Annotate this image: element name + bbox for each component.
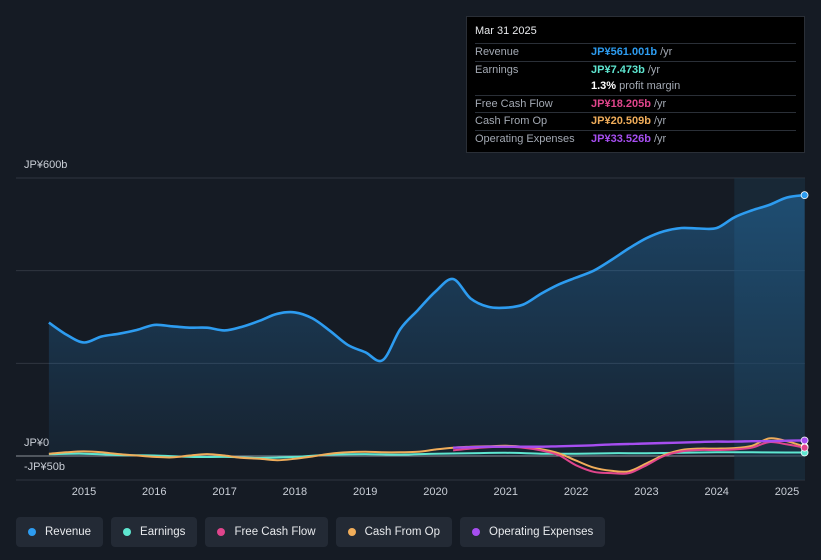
legend-label: Operating Expenses — [489, 526, 594, 538]
legend-dot-icon — [347, 528, 356, 536]
legend-label: Revenue — [45, 526, 92, 538]
tooltip-row-unit: /yr — [653, 132, 667, 145]
tooltip-row-value: JP¥18.205b — [591, 97, 651, 110]
tooltip-row: Free Cash Flow JP¥18.205b/yr — [475, 94, 796, 113]
x-tick-label: 2021 — [494, 486, 518, 498]
x-tick-label: 2024 — [704, 486, 728, 498]
tooltip-row-unit: profit margin — [619, 80, 681, 93]
series-lines — [48, 191, 809, 475]
legend-dot-icon — [28, 528, 36, 536]
legend-item-operating-expenses[interactable]: Operating Expenses — [460, 517, 606, 547]
legend-item-cash-from-op[interactable]: Cash From Op — [335, 517, 453, 547]
operating-expenses-endpoint — [800, 436, 809, 445]
tooltip-row-value: JP¥20.509b — [591, 115, 651, 128]
revenue-area — [48, 195, 805, 456]
tooltip-row-label: Earnings — [475, 63, 519, 76]
operating-expenses-line — [453, 439, 805, 449]
revenue-line — [48, 193, 805, 363]
tooltip-row-value: 1.3% — [591, 80, 617, 93]
y-axis-labels: JP¥600b JP¥0 -JP¥50b — [24, 159, 67, 473]
tooltip-row: Earnings JP¥7.473b/yr — [475, 60, 796, 79]
x-tick-label: 2018 — [283, 486, 307, 498]
data-tooltip: Mar 31 2025 Revenue JP¥561.001b/yr Earning… — [466, 16, 805, 153]
x-tick-label: 2022 — [564, 486, 588, 498]
tooltip-row-value: JP¥33.526b — [591, 132, 651, 145]
x-tick-label: 2019 — [353, 486, 377, 498]
tooltip-row: 1.3% profit margin — [475, 78, 796, 95]
legend-item-free-cash-flow[interactable]: Free Cash Flow — [205, 517, 328, 547]
tooltip-row-value: JP¥7.473b — [591, 63, 645, 76]
tooltip-date: Mar 31 2025 — [475, 25, 537, 37]
y-tick-label: -JP¥50b — [24, 461, 65, 473]
cash-from-op-line — [48, 437, 805, 473]
tooltip-row-unit: /yr — [660, 46, 673, 59]
free-cash-flow-endpoint — [800, 443, 809, 452]
y-tick-label: JP¥0 — [24, 437, 49, 449]
x-tick-label: 2023 — [634, 486, 658, 498]
tooltip-row: Operating Expenses JP¥33.526b/yr — [475, 129, 796, 148]
legend-dot-icon — [472, 528, 481, 536]
x-tick-label: 2016 — [142, 486, 166, 498]
x-axis-labels: 2015 2016 2017 2018 2019 2020 2021 2022 2023 2024… — [72, 486, 799, 498]
tooltip-row: Cash From Op JP¥20.509b/yr — [475, 112, 796, 130]
legend-label: Free Cash Flow — [234, 526, 316, 538]
x-tick-label: 2020 — [423, 486, 447, 498]
y-tick-label: JP¥600b — [24, 159, 67, 171]
x-tick-label: 2025 — [775, 486, 799, 498]
legend-dot-icon — [217, 528, 226, 536]
tooltip-row: Revenue JP¥561.001b/yr — [475, 43, 796, 61]
chart-legend: Revenue Earnings Free Cash Flow Cash From O… — [16, 517, 606, 547]
tooltip-row-value: JP¥561.001b — [591, 46, 658, 59]
tooltip-row-label: Revenue — [475, 46, 520, 59]
tooltip-row-unit: /yr — [647, 63, 661, 76]
legend-label: Earnings — [140, 526, 186, 538]
tooltip-row-label: Cash From Op — [475, 115, 548, 128]
revenue-area-fill — [48, 195, 805, 456]
tooltip-row-unit: /yr — [653, 97, 667, 110]
tooltip-row-label: Operating Expenses — [475, 132, 575, 145]
revenue-endpoint — [800, 191, 809, 200]
legend-item-revenue[interactable]: Revenue — [16, 517, 104, 547]
legend-dot-icon — [123, 528, 132, 536]
tooltip-row-label: Free Cash Flow — [475, 97, 553, 110]
legend-item-earnings[interactable]: Earnings — [111, 517, 198, 547]
legend-label: Cash From Op — [364, 526, 441, 538]
x-tick-label: 2017 — [212, 486, 236, 498]
tooltip-row-unit: /yr — [653, 115, 667, 128]
x-tick-label: 2015 — [72, 486, 96, 498]
